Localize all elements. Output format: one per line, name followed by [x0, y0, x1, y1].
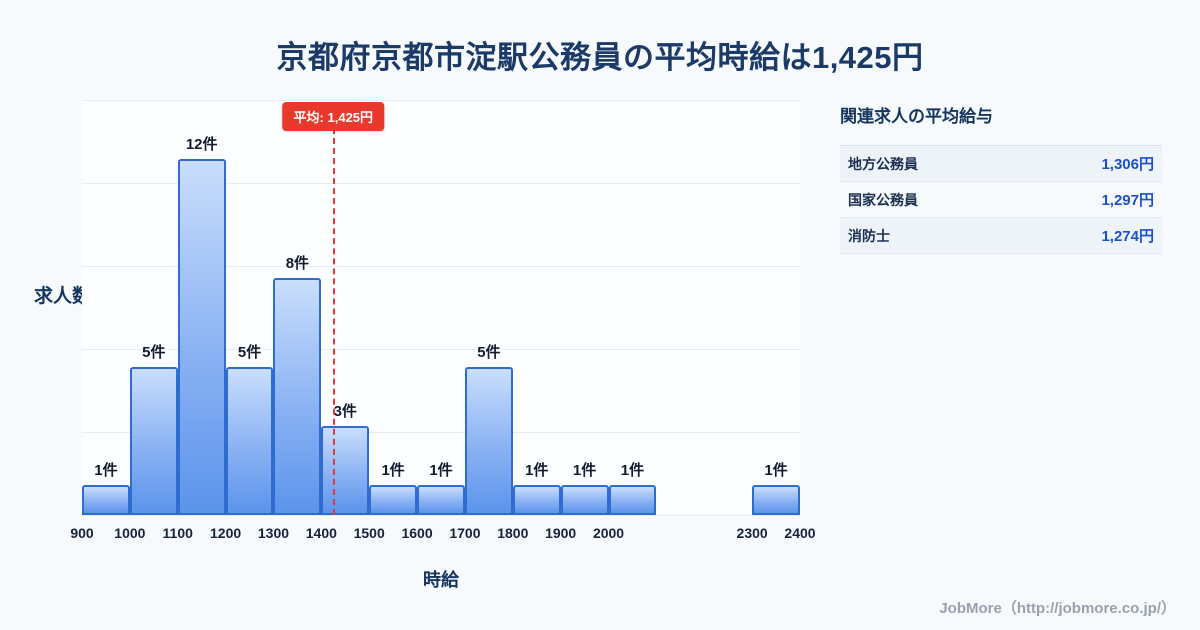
x-tick-label: 1500	[353, 525, 385, 541]
gridline	[82, 183, 800, 184]
salary-row: 消防士 1,274円	[840, 218, 1162, 254]
bar-count-label: 5件	[237, 343, 262, 361]
x-tick-label: 1200	[210, 525, 242, 541]
histogram-bar	[560, 485, 609, 515]
related-salary-panel: 関連求人の平均給与 地方公務員 1,306円国家公務員 1,297円消防士 1,274…	[840, 102, 1162, 254]
average-line	[333, 128, 336, 515]
average-badge: 平均: 1,425円	[282, 102, 385, 131]
histogram-bar	[752, 485, 800, 515]
histogram-bar	[417, 485, 465, 515]
bar-count-label: 1件	[572, 462, 597, 480]
x-tick-label: 1300	[257, 525, 290, 541]
bar-count-label: 3件	[333, 403, 357, 421]
x-tick-label: 2000	[592, 525, 625, 541]
x-tick-label: 2300	[736, 525, 768, 541]
x-tick-label: 2400	[784, 525, 816, 541]
panel-heading: 関連求人の平均給与	[840, 107, 993, 126]
x-tick-label: 1800	[497, 525, 529, 541]
bar-count-label: 1件	[764, 462, 788, 480]
x-tick-label: 1900	[545, 525, 577, 541]
salary-table: 地方公務員 1,306円国家公務員 1,297円消防士 1,274円	[840, 145, 1162, 254]
gridline	[82, 349, 800, 350]
salary-name: 地方公務員	[848, 155, 918, 172]
salary-value: 1,306円	[1101, 156, 1154, 173]
gridline	[82, 100, 800, 101]
bar-count-label: 5件	[142, 343, 166, 361]
bar-count-label: 1件	[620, 462, 645, 480]
page-title: 京都府京都市淀駅公務員の平均時給は1,425円	[276, 40, 924, 75]
bar-count-label: 1件	[381, 462, 405, 480]
bars-layer: 1件 5件 12件 5件 8件 3件 1件 1件 5件 1件 1件 1件 1件	[82, 100, 800, 515]
salary-value: 1,274円	[1101, 228, 1154, 245]
bar-count-label: 1件	[429, 462, 453, 480]
x-axis-ticks: 900 1000 1100 1200 1300 1400 1500 1600 1700 1800 1…	[70, 515, 815, 541]
bar-count-label: 1件	[94, 462, 118, 480]
salary-row: 国家公務員 1,297円	[840, 182, 1162, 218]
gridline	[82, 266, 800, 267]
x-tick-label: 1700	[449, 525, 481, 541]
histogram-bar	[129, 366, 178, 515]
histogram-bar	[512, 485, 561, 515]
x-tick-label: 1600	[401, 525, 433, 541]
bar-count-label: 5件	[477, 343, 501, 361]
histogram-bar	[273, 277, 322, 515]
salary-row: 地方公務員 1,306円	[840, 146, 1162, 182]
footer-credit: JobMore（http://jobmore.co.jp/）	[939, 600, 1176, 617]
y-axis-label: 求人数	[34, 286, 92, 307]
bar-count-label: 8件	[285, 254, 310, 272]
salary-name: 消防士	[848, 227, 890, 244]
bar-count-label: 1件	[525, 462, 549, 480]
histogram-bar	[177, 159, 226, 515]
gridline	[82, 515, 800, 516]
histogram-bar	[321, 426, 370, 515]
x-tick-label: 1400	[305, 525, 337, 541]
x-tick-label: 1000	[114, 525, 146, 541]
grid-layer	[82, 100, 800, 516]
gridline	[82, 432, 800, 433]
x-tick-label: 1100	[162, 525, 193, 541]
x-axis-label: 時給	[423, 570, 459, 590]
x-tick-label: 900	[70, 525, 94, 541]
histogram-bar	[82, 485, 130, 515]
salary-value: 1,297円	[1101, 192, 1154, 209]
histogram-bar	[608, 485, 657, 515]
histogram-bar	[225, 366, 274, 515]
average-marker: 平均: 1,425円	[82, 100, 800, 515]
salary-name: 国家公務員	[848, 191, 918, 208]
histogram-bar	[464, 366, 513, 515]
plot-area: 1件 5件 12件 5件 8件 3件 1件 1件 5件 1件 1件 1件 1件 平均: 1,425円 9…	[70, 100, 816, 541]
histogram-bar	[369, 485, 418, 515]
bar-count-label: 12件	[185, 136, 218, 154]
